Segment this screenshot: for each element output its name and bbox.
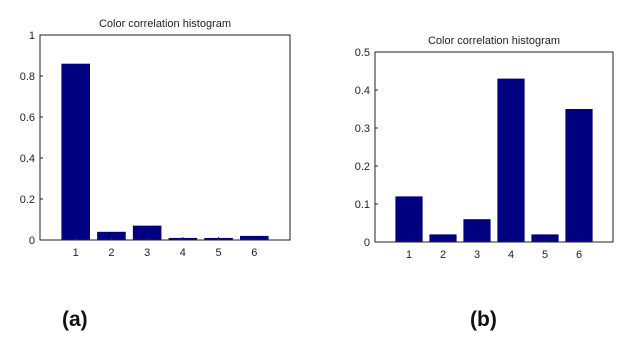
- y-tick-label: 0.8: [20, 71, 35, 83]
- chart-title: Color correlation histogram: [99, 18, 231, 30]
- y-tick-label: 1: [29, 30, 35, 42]
- x-tick-label: 1: [73, 247, 79, 259]
- x-tick-label: 6: [251, 247, 257, 259]
- chart-a: Color correlation histogram 1 2 3 4 5 6 0 0.2 0.4…: [20, 18, 291, 259]
- x-tick-label: 3: [474, 249, 480, 261]
- bar-3: [132, 225, 162, 240]
- x-tick-label: 5: [542, 249, 548, 261]
- bar-2: [429, 234, 457, 242]
- bar-2: [97, 231, 126, 240]
- y-tick-label: 0: [364, 237, 370, 249]
- chart-b: Color correlation histogram 1 2 3 4 5 6 0 0.1 0.2…: [355, 35, 614, 261]
- y-tick-label: 0: [29, 235, 35, 247]
- bar-6: [565, 109, 593, 242]
- y-tick-label: 0.2: [20, 194, 35, 206]
- y-tick-label: 0.4: [20, 153, 35, 165]
- axes-box: [39, 34, 291, 241]
- x-tick-label: 4: [180, 247, 186, 259]
- bar-4: [497, 78, 525, 242]
- y-tick-label: 0.5: [355, 47, 370, 59]
- x-tick-label: 4: [508, 249, 514, 261]
- y-tick-label: 0.1: [355, 199, 370, 211]
- bar-5: [531, 234, 559, 242]
- panel-label-a: (a): [62, 308, 88, 331]
- axes-box: [374, 51, 614, 243]
- x-tick-label: 2: [440, 249, 446, 261]
- x-tick-label: 6: [576, 249, 582, 261]
- x-tick-label: 5: [216, 247, 222, 259]
- x-tick-label: 2: [108, 247, 114, 259]
- x-tick-label: 3: [144, 247, 150, 259]
- panel-label-b: (b): [470, 308, 497, 331]
- y-tick-label: 0.4: [355, 85, 370, 97]
- y-tick-label: 0.6: [20, 112, 35, 124]
- y-tick-label: 0.3: [355, 123, 370, 135]
- bar-1: [61, 63, 90, 241]
- x-tick-label: 1: [406, 249, 412, 261]
- y-tick-label: 0.2: [355, 161, 370, 173]
- bar-3: [463, 219, 491, 242]
- chart-title: Color correlation histogram: [428, 35, 560, 47]
- bar-1: [395, 196, 423, 242]
